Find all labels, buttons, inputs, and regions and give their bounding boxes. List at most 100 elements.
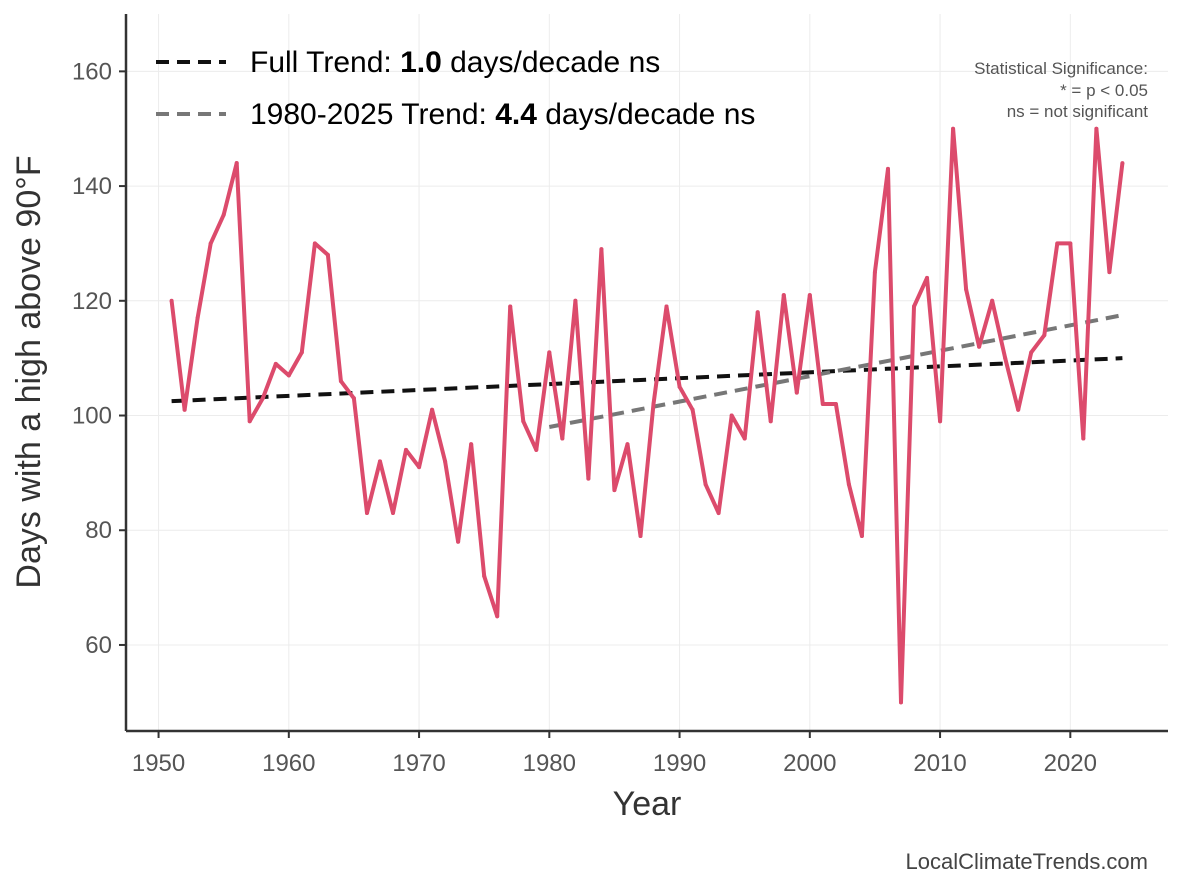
data-point-1990 <box>677 384 682 389</box>
data-point-1952 <box>182 407 187 412</box>
data-point-1996 <box>755 310 760 315</box>
data-point-1975 <box>482 574 487 579</box>
y-tick-label-60: 60 <box>85 632 112 659</box>
data-point-1979 <box>534 447 539 452</box>
data-point-1969 <box>404 447 409 452</box>
x-tick-label-2010: 2010 <box>913 750 966 777</box>
data-point-1964 <box>338 379 343 384</box>
data-point-1957 <box>247 419 252 424</box>
y-axis-title: Days with a high above 90°F <box>10 155 48 588</box>
data-point-2015 <box>1003 356 1008 361</box>
data-point-1953 <box>195 316 200 321</box>
data-point-1998 <box>781 293 786 298</box>
data-point-1991 <box>690 407 695 412</box>
data-point-1958 <box>260 396 265 401</box>
data-point-1962 <box>312 241 317 246</box>
data-point-2003 <box>846 482 851 487</box>
data-point-1978 <box>521 419 526 424</box>
data-point-1974 <box>469 442 474 447</box>
data-point-1999 <box>794 390 799 395</box>
data-point-1970 <box>417 465 422 470</box>
data-point-1983 <box>586 476 591 481</box>
data-point-1959 <box>273 361 278 366</box>
data-point-1986 <box>625 442 630 447</box>
data-point-1994 <box>729 413 734 418</box>
data-point-1980 <box>547 350 552 355</box>
data-point-1992 <box>703 482 708 487</box>
y-tick-label-120: 120 <box>72 288 112 315</box>
data-point-1966 <box>364 511 369 516</box>
data-point-2016 <box>1016 407 1021 412</box>
data-point-1968 <box>391 511 396 516</box>
data-point-1995 <box>742 436 747 441</box>
data-point-1976 <box>495 614 500 619</box>
data-point-2012 <box>964 287 969 292</box>
data-point-1997 <box>768 419 773 424</box>
data-point-2006 <box>885 166 890 171</box>
significance-line-2: ns = not significant <box>1007 102 1149 121</box>
data-point-1971 <box>430 407 435 412</box>
data-point-1972 <box>443 459 448 464</box>
data-point-1956 <box>234 161 239 166</box>
data-point-1982 <box>573 298 578 303</box>
data-point-2011 <box>951 126 956 131</box>
y-tick-label-80: 80 <box>85 517 112 544</box>
data-point-1954 <box>208 241 213 246</box>
data-point-2009 <box>925 275 930 280</box>
data-point-2022 <box>1094 126 1099 131</box>
x-tick-label-1990: 1990 <box>653 750 706 777</box>
significance-title: Statistical Significance: <box>974 59 1148 78</box>
data-point-1989 <box>664 304 669 309</box>
data-point-1965 <box>351 396 356 401</box>
legend-label-full-trend: Full Trend: 1.0 days/decade ns <box>250 46 660 79</box>
data-point-2007 <box>898 700 903 705</box>
significance-line-1: * = p < 0.05 <box>1060 81 1148 100</box>
data-point-1960 <box>286 373 291 378</box>
data-point-2000 <box>807 293 812 298</box>
series-line-0 <box>169 126 1125 705</box>
significance-note: Statistical Significance: * = p < 0.05 n… <box>974 59 1148 121</box>
data-point-2002 <box>833 402 838 407</box>
x-tick-label-2020: 2020 <box>1044 750 1097 777</box>
data-point-2018 <box>1042 333 1047 338</box>
trend-line-0 <box>171 356 1123 404</box>
data-point-1955 <box>221 212 226 217</box>
data-point-2010 <box>938 419 943 424</box>
data-point-1973 <box>456 539 461 544</box>
data-point-2024 <box>1120 161 1125 166</box>
data-point-1988 <box>651 402 656 407</box>
legend-label-1980-2025-trend: 1980-2025 Trend: 4.4 days/decade ns <box>250 98 755 131</box>
data-point-1963 <box>325 252 330 257</box>
data-point-2023 <box>1107 270 1112 275</box>
data-point-2017 <box>1029 350 1034 355</box>
data-point-2014 <box>990 298 995 303</box>
data-point-1987 <box>638 533 643 538</box>
data-point-1993 <box>716 511 721 516</box>
data-point-1985 <box>612 488 617 493</box>
source-caption: LocalClimateTrends.com <box>906 849 1149 874</box>
data-point-2008 <box>912 304 917 309</box>
ticks: 1950 1960 1970 1980 1990 2000 2010 2020 60 80 100 1… <box>72 58 1097 777</box>
data-point-2013 <box>977 344 982 349</box>
data-point-2020 <box>1068 241 1073 246</box>
data-point-2004 <box>859 533 864 538</box>
trend-line-1 <box>548 313 1123 429</box>
y-tick-label-100: 100 <box>72 403 112 430</box>
trend-lines <box>171 313 1123 429</box>
y-tick-label-140: 140 <box>72 173 112 200</box>
data-point-2021 <box>1081 436 1086 441</box>
data-point-1984 <box>599 247 604 252</box>
data-point-1967 <box>377 459 382 464</box>
data-point-2005 <box>872 270 877 275</box>
data-point-2001 <box>820 402 825 407</box>
data-point-1977 <box>508 304 513 309</box>
data-point-1981 <box>560 436 565 441</box>
data-point-2019 <box>1055 241 1060 246</box>
data-point-1951 <box>169 298 174 303</box>
axes <box>124 14 1168 733</box>
data-series <box>169 126 1125 705</box>
x-tick-label-1950: 1950 <box>132 750 185 777</box>
legend: Full Trend: 1.0 days/decade ns 1980-2025… <box>156 46 755 131</box>
x-tick-label-1980: 1980 <box>523 750 576 777</box>
